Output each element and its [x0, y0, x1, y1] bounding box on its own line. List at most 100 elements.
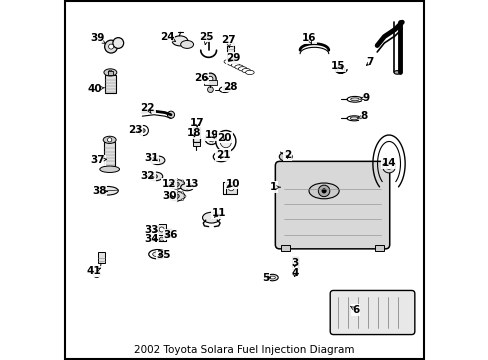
Text: 21: 21	[215, 150, 230, 160]
Ellipse shape	[180, 41, 193, 48]
Circle shape	[382, 160, 395, 173]
Ellipse shape	[202, 212, 220, 223]
Circle shape	[185, 185, 188, 189]
Circle shape	[183, 183, 185, 185]
Circle shape	[386, 163, 391, 169]
Text: 10: 10	[225, 179, 240, 189]
Text: 38: 38	[92, 186, 106, 196]
Circle shape	[181, 186, 183, 189]
Ellipse shape	[180, 184, 193, 191]
Circle shape	[170, 192, 172, 194]
Bar	[291, 257, 298, 269]
Text: 13: 13	[185, 179, 199, 189]
Text: 2: 2	[284, 150, 290, 160]
Ellipse shape	[97, 186, 118, 195]
Text: 3: 3	[290, 258, 298, 268]
Circle shape	[164, 230, 170, 236]
Circle shape	[170, 186, 172, 189]
Text: 8: 8	[359, 111, 366, 121]
Text: 1: 1	[270, 182, 277, 192]
Ellipse shape	[234, 65, 243, 69]
Circle shape	[223, 88, 226, 91]
Bar	[226, 44, 234, 58]
FancyBboxPatch shape	[275, 161, 389, 249]
Circle shape	[181, 198, 183, 201]
Text: 7: 7	[366, 57, 373, 67]
Circle shape	[176, 200, 178, 202]
Ellipse shape	[208, 136, 214, 141]
Circle shape	[318, 185, 329, 197]
Ellipse shape	[279, 152, 292, 161]
Ellipse shape	[204, 133, 218, 144]
Ellipse shape	[350, 98, 359, 101]
Text: 20: 20	[217, 133, 231, 143]
Bar	[104, 142, 115, 166]
Ellipse shape	[100, 166, 119, 172]
Text: 32: 32	[140, 171, 155, 181]
Text: 35: 35	[156, 250, 171, 260]
Circle shape	[107, 138, 112, 142]
Circle shape	[228, 185, 234, 191]
Circle shape	[142, 129, 145, 132]
Bar	[225, 182, 236, 194]
Ellipse shape	[148, 172, 163, 181]
Text: 27: 27	[221, 35, 235, 45]
Bar	[192, 127, 199, 142]
Ellipse shape	[148, 249, 166, 259]
Circle shape	[170, 198, 172, 201]
Ellipse shape	[220, 135, 231, 148]
Circle shape	[153, 175, 157, 178]
Text: 16: 16	[301, 33, 316, 43]
Ellipse shape	[231, 63, 239, 67]
Bar	[98, 252, 104, 263]
Text: 25: 25	[199, 32, 214, 41]
Circle shape	[321, 189, 325, 193]
Circle shape	[204, 73, 216, 85]
Ellipse shape	[103, 136, 116, 143]
Circle shape	[104, 40, 117, 53]
Text: 4: 4	[290, 268, 298, 278]
Text: 11: 11	[212, 208, 226, 218]
Text: 17: 17	[189, 118, 204, 128]
Circle shape	[159, 227, 164, 232]
Text: 12: 12	[162, 179, 176, 189]
Circle shape	[108, 44, 113, 49]
Circle shape	[113, 38, 123, 48]
Text: 37: 37	[90, 155, 104, 165]
Ellipse shape	[152, 252, 163, 257]
Ellipse shape	[266, 274, 278, 281]
Ellipse shape	[349, 117, 357, 120]
Circle shape	[175, 194, 179, 198]
Circle shape	[207, 87, 213, 93]
Text: 9: 9	[362, 93, 369, 103]
Circle shape	[93, 270, 100, 278]
Text: 39: 39	[90, 33, 104, 43]
Ellipse shape	[213, 152, 228, 162]
Circle shape	[183, 195, 185, 197]
Circle shape	[175, 182, 179, 186]
Text: 24: 24	[160, 32, 174, 41]
Bar	[107, 71, 113, 75]
Ellipse shape	[169, 180, 184, 189]
Text: 2002 Toyota Solara Fuel Injection Diagram: 2002 Toyota Solara Fuel Injection Diagra…	[134, 345, 354, 355]
Text: 28: 28	[223, 82, 237, 92]
Circle shape	[138, 126, 148, 135]
Ellipse shape	[150, 156, 164, 165]
Ellipse shape	[238, 67, 246, 71]
Ellipse shape	[346, 96, 362, 102]
Text: 31: 31	[144, 153, 158, 163]
Text: 18: 18	[186, 129, 201, 138]
Ellipse shape	[346, 116, 361, 121]
Circle shape	[167, 111, 174, 118]
Circle shape	[176, 190, 178, 193]
Text: 6: 6	[351, 305, 359, 315]
Circle shape	[181, 192, 183, 194]
Text: 36: 36	[163, 230, 178, 239]
Circle shape	[168, 183, 170, 185]
Ellipse shape	[172, 36, 187, 46]
Text: 33: 33	[144, 225, 158, 235]
Ellipse shape	[242, 68, 250, 73]
Ellipse shape	[215, 131, 235, 152]
Ellipse shape	[226, 42, 234, 46]
Bar	[204, 80, 216, 85]
